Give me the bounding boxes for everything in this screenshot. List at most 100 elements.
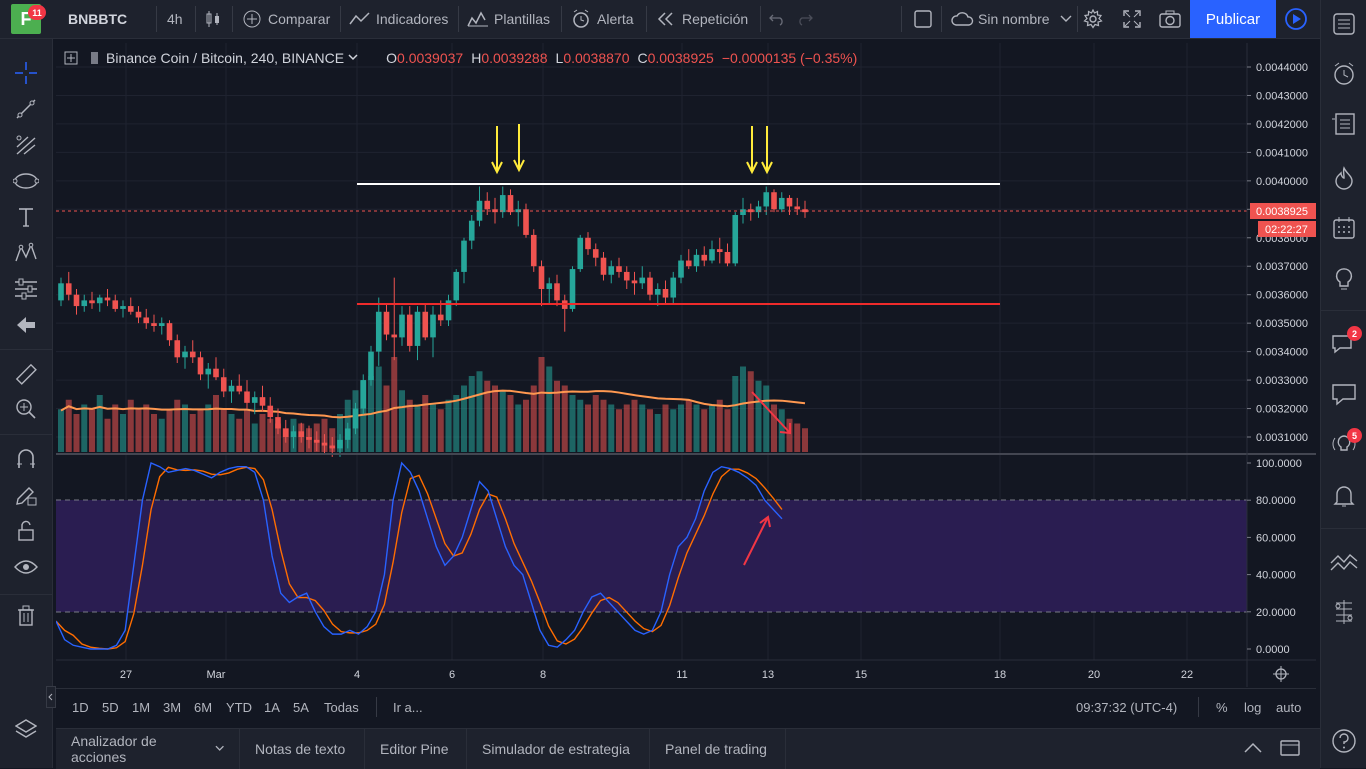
tab-strategy-tester[interactable]: Simulador de estrategia	[467, 729, 650, 769]
volume-bar	[89, 409, 95, 452]
back-tool[interactable]	[12, 311, 40, 339]
range-1y[interactable]: 1A	[264, 699, 280, 715]
visibility-tool[interactable]	[12, 553, 40, 581]
lock-tool[interactable]	[12, 517, 40, 545]
range-1m[interactable]: 1M	[132, 699, 151, 715]
dom-button[interactable]	[1330, 598, 1358, 626]
text-tool[interactable]	[12, 203, 40, 231]
chart-canvas[interactable]: 0.0044000 0.0043000 0.0042000 0.0041000 0.00…	[56, 43, 1316, 687]
collapse-panel-button[interactable]	[1244, 741, 1262, 757]
tab-label: Panel de trading	[665, 741, 767, 757]
prediction-tool[interactable]	[12, 275, 40, 303]
range-ytd[interactable]: YTD	[226, 699, 252, 715]
crosshair-tool[interactable]	[12, 59, 40, 87]
publish-button[interactable]: Publicar	[1190, 0, 1276, 38]
draw-mode-tool[interactable]	[12, 481, 40, 509]
private-chats-button[interactable]	[1330, 380, 1358, 408]
order-panel-button[interactable]	[1330, 548, 1358, 576]
candle-body	[802, 209, 808, 213]
trend-line-icon	[16, 99, 36, 119]
volume-bar	[127, 399, 134, 452]
calendar-button[interactable]	[1330, 214, 1358, 242]
price-axis[interactable]: 0.0044000 0.0043000 0.0042000 0.0041000 0.00…	[1247, 62, 1308, 444]
oscillator-axis[interactable]: 100.0000 80.0000 60.0000 40.0000 20.0000 0.00…	[1247, 458, 1302, 656]
templates-button[interactable]: Plantillas	[467, 0, 550, 38]
countdown-label: 02:22:27	[1265, 224, 1308, 236]
candle-body	[313, 439, 320, 443]
range-all[interactable]: Todas	[324, 699, 359, 715]
flag-icon[interactable]	[88, 51, 102, 65]
indicators-button[interactable]: Indicadores	[349, 0, 448, 38]
remove-tool[interactable]	[12, 602, 40, 630]
alerts-button[interactable]	[1330, 60, 1358, 88]
volume-bar	[747, 371, 754, 452]
zoom-tool[interactable]	[12, 395, 40, 423]
tab-stock-screener[interactable]: Analizador de acciones	[56, 729, 240, 769]
chart-style-button[interactable]	[204, 0, 222, 38]
percent-toggle[interactable]: %	[1216, 699, 1228, 715]
volume-bar	[406, 399, 413, 452]
chevron-down-icon	[215, 745, 224, 751]
snapshot-button[interactable]	[1159, 0, 1181, 38]
chevron-down-icon[interactable]	[348, 54, 358, 62]
symbol-title[interactable]: Binance Coin / Bitcoin, 240, BINANCE	[106, 50, 345, 66]
tab-text-notes[interactable]: Notas de texto	[240, 729, 365, 769]
play-button[interactable]	[1284, 0, 1308, 38]
maximize-panel-button[interactable]	[1280, 739, 1300, 760]
log-toggle[interactable]: log	[1244, 699, 1262, 715]
symbol-search-button[interactable]: BNBBTC	[68, 0, 127, 38]
trend-line-tool[interactable]	[12, 95, 40, 123]
notifications-button[interactable]	[1330, 482, 1358, 510]
fullscreen-layout-button[interactable]	[913, 0, 933, 38]
tab-trading-panel[interactable]: Panel de trading	[650, 729, 786, 769]
magnet-tool[interactable]	[12, 445, 40, 473]
layout-name-button[interactable]: Sin nombre	[950, 0, 1072, 38]
goto-date-button[interactable]: Ir a...	[393, 699, 423, 715]
volume-bar	[399, 390, 405, 452]
data-window-button[interactable]	[1330, 110, 1358, 138]
alarm-clock-icon	[573, 9, 589, 28]
measure-tool[interactable]	[12, 360, 40, 388]
candles-icon	[206, 11, 219, 27]
candle-body	[127, 306, 134, 312]
redo-button[interactable]	[797, 0, 813, 38]
timezone-settings-icon[interactable]	[1273, 666, 1289, 682]
fib-tool[interactable]	[12, 131, 40, 159]
range-5y[interactable]: 5A	[293, 699, 309, 715]
fullscreen-button[interactable]	[1123, 0, 1141, 38]
plus-square-icon[interactable]	[64, 51, 78, 65]
help-button[interactable]	[1330, 727, 1358, 755]
replay-button[interactable]: Repetición	[656, 0, 748, 38]
clock-display[interactable]: 09:37:32 (UTC-4)	[1076, 699, 1178, 715]
list-icon	[1333, 13, 1355, 35]
range-1d[interactable]: 1D	[72, 699, 89, 715]
collapse-left-button[interactable]	[46, 686, 56, 708]
undo-button[interactable]	[769, 0, 785, 38]
interval-button[interactable]: 4h	[167, 0, 183, 38]
object-tree-tool[interactable]	[12, 715, 40, 743]
ellipse-icon	[13, 173, 39, 189]
settings-button[interactable]	[1083, 0, 1103, 38]
range-5d[interactable]: 5D	[102, 699, 119, 715]
watchlist-button[interactable]	[1330, 10, 1358, 38]
auto-toggle[interactable]: auto	[1276, 699, 1302, 715]
expand-icon	[1123, 10, 1141, 28]
volume-bar	[701, 409, 708, 452]
hotlists-button[interactable]	[1330, 164, 1358, 192]
volume-bar	[794, 423, 801, 452]
time-axis[interactable]: 27 Mar 4 6 8 11 13 15 18 20 22	[120, 669, 1193, 681]
tab-pine-editor[interactable]: Editor Pine	[365, 729, 467, 769]
candle-body	[740, 209, 746, 215]
chevron-down-icon	[1060, 15, 1072, 22]
shapes-tool[interactable]	[12, 167, 40, 195]
publish-label: Publicar	[1205, 10, 1261, 28]
range-6m[interactable]: 6M	[194, 699, 213, 715]
candle-body	[437, 314, 444, 321]
candle-body	[391, 334, 398, 338]
alert-button[interactable]: Alerta	[571, 0, 634, 38]
ideas-button[interactable]	[1330, 266, 1358, 294]
range-3m[interactable]: 3M	[163, 699, 182, 715]
patterns-tool[interactable]	[12, 239, 40, 267]
volume-bar	[259, 414, 266, 452]
compare-button[interactable]: Comparar	[242, 0, 330, 38]
